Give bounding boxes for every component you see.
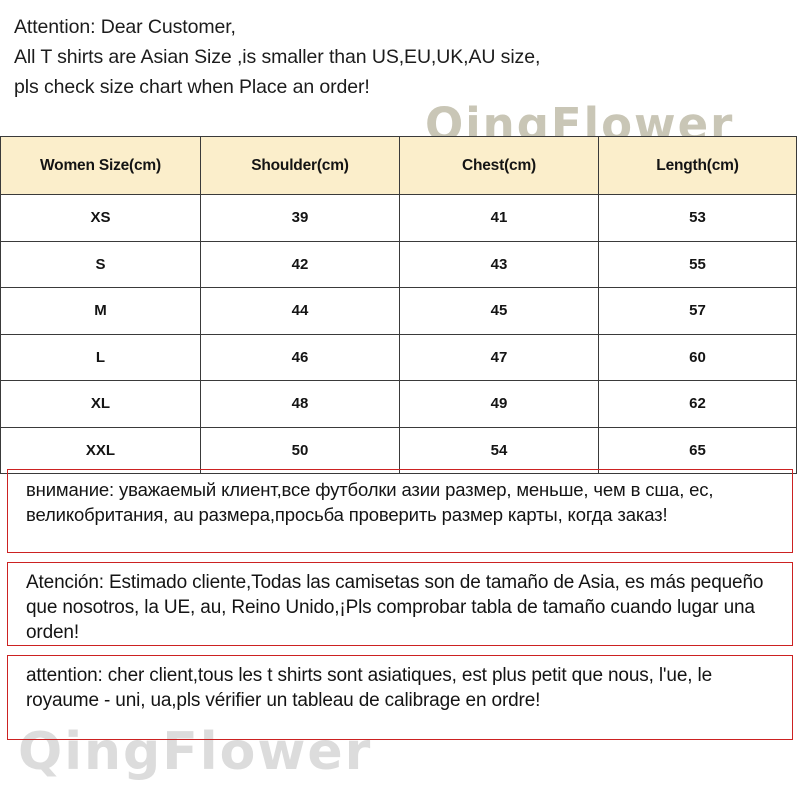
cell-chest: 41 bbox=[399, 194, 599, 242]
size-chart-table-container: Women Size(cm) Shoulder(cm) Chest(cm) Le… bbox=[0, 136, 797, 474]
cell-size: L bbox=[0, 333, 201, 381]
cell-chest: 54 bbox=[399, 426, 599, 474]
table-row: XS 39 41 53 bbox=[0, 194, 797, 242]
table-row: S 42 43 55 bbox=[0, 240, 797, 288]
column-header-women-size: Women Size(cm) bbox=[0, 136, 201, 195]
table-row: L 46 47 60 bbox=[0, 333, 797, 381]
cell-size: S bbox=[0, 240, 201, 288]
cell-shoulder: 50 bbox=[200, 426, 400, 474]
cell-chest: 47 bbox=[399, 333, 599, 381]
translation-text-french: attention: cher client,tous les t shirts… bbox=[26, 665, 712, 711]
attention-notice: Attention: Dear Customer, All T shirts a… bbox=[14, 12, 784, 102]
cell-length: 60 bbox=[598, 333, 797, 381]
translation-box-french: attention: cher client,tous les t shirts… bbox=[7, 655, 793, 740]
translation-box-russian: внимание: уважаемый клиент,все футболки … bbox=[7, 469, 793, 553]
cell-chest: 45 bbox=[399, 287, 599, 335]
cell-shoulder: 44 bbox=[200, 287, 400, 335]
cell-shoulder: 46 bbox=[200, 333, 400, 381]
cell-shoulder: 39 bbox=[200, 194, 400, 242]
size-chart-table: Women Size(cm) Shoulder(cm) Chest(cm) Le… bbox=[0, 136, 797, 474]
cell-length: 55 bbox=[598, 240, 797, 288]
cell-length: 53 bbox=[598, 194, 797, 242]
column-header-shoulder: Shoulder(cm) bbox=[200, 136, 400, 195]
cell-shoulder: 48 bbox=[200, 380, 400, 428]
cell-size: XXL bbox=[0, 426, 201, 474]
cell-size: XL bbox=[0, 380, 201, 428]
translation-text-russian: внимание: уважаемый клиент,все футболки … bbox=[26, 479, 714, 525]
cell-length: 57 bbox=[598, 287, 797, 335]
table-row: XL 48 49 62 bbox=[0, 380, 797, 428]
cell-shoulder: 42 bbox=[200, 240, 400, 288]
cell-chest: 43 bbox=[399, 240, 599, 288]
cell-size: XS bbox=[0, 194, 201, 242]
column-header-length: Length(cm) bbox=[598, 136, 797, 195]
translation-box-spanish: Atención: Estimado cliente,Todas las cam… bbox=[7, 562, 793, 646]
cell-length: 62 bbox=[598, 380, 797, 428]
table-row: M 44 45 57 bbox=[0, 287, 797, 335]
notice-line-3: pls check size chart when Place an order… bbox=[14, 76, 370, 98]
cell-chest: 49 bbox=[399, 380, 599, 428]
cell-size: M bbox=[0, 287, 201, 335]
translation-text-spanish: Atención: Estimado cliente,Todas las cam… bbox=[26, 572, 764, 643]
cell-length: 65 bbox=[598, 426, 797, 474]
notice-line-1: Attention: Dear Customer, bbox=[14, 16, 236, 38]
table-row: XXL 50 54 65 bbox=[0, 426, 797, 474]
notice-line-2: All T shirts are Asian Size ,is smaller … bbox=[14, 46, 541, 68]
table-header-row: Women Size(cm) Shoulder(cm) Chest(cm) Le… bbox=[0, 136, 797, 195]
column-header-chest: Chest(cm) bbox=[399, 136, 599, 195]
